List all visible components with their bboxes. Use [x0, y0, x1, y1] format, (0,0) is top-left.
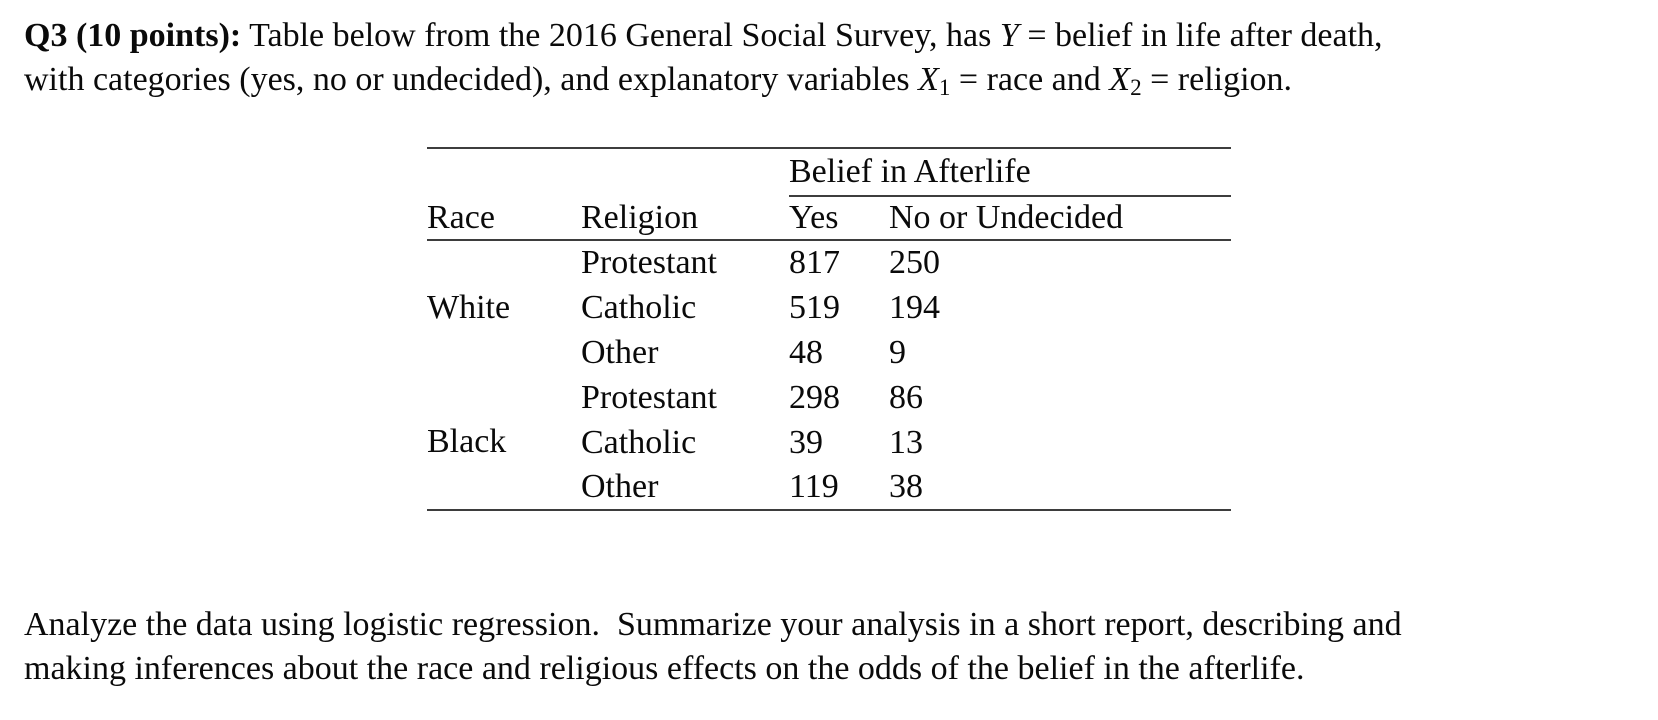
table-row: Catholic 39 13 [427, 420, 1231, 465]
cell-yes: 119 [789, 468, 839, 505]
intro-text-c: with categories (yes, no or undecided), … [24, 61, 919, 98]
cell-no-undecided: 86 [889, 378, 923, 416]
closing-paragraph: Analyze the data using logistic regressi… [24, 603, 1634, 691]
cell-yes: 48 [789, 333, 823, 371]
cell-no-undecided: 194 [889, 288, 940, 326]
cell-yes: 519 [789, 288, 840, 326]
math-var-x2: X [1109, 61, 1131, 98]
header-no-undecided: No or Undecided [889, 196, 1231, 241]
table-row: Catholic 519 194 [427, 285, 1231, 330]
belief-afterlife-table: Belief in Afterlife Race Religion Yes No… [427, 147, 1231, 511]
cell-religion: Other [581, 468, 659, 505]
header-race: Race [427, 196, 581, 241]
math-var-y: Y [999, 17, 1019, 54]
cell-yes: 39 [789, 423, 823, 461]
race-group-black: Black [427, 423, 507, 460]
spanning-header: Belief in Afterlife [789, 148, 1231, 197]
table-row: Other 119 38 [427, 465, 1231, 510]
question-label: Q3 (10 points): [24, 17, 242, 54]
intro-line-1: Q3 (10 points): Table below from the 201… [24, 14, 1634, 58]
table-row: Black Protestant 298 86 [427, 375, 1231, 461]
table-row: White Protestant 817 250 [427, 240, 1231, 326]
column-header-row: Race Religion Yes No or Undecided [427, 196, 1231, 241]
math-sub-1: 1 [938, 75, 951, 102]
table-row: Other 48 9 [427, 330, 1231, 375]
cell-religion: Protestant [581, 378, 717, 416]
cell-no-undecided: 250 [889, 244, 940, 281]
math-var-x1: X [918, 61, 939, 98]
intro-line-2: with categories (yes, no or undecided), … [24, 58, 1634, 102]
cell-no-undecided: 38 [889, 468, 923, 505]
intro-text-a: Table below from the 2016 General Social… [241, 17, 1000, 54]
intro-text-e: = religion. [1141, 61, 1293, 98]
question-intro: Q3 (10 points): Table below from the 201… [24, 14, 1634, 102]
closing-line-2: making inferences about the race and rel… [24, 650, 1305, 687]
cell-religion: Protestant [581, 244, 717, 281]
math-sub-2: 2 [1130, 75, 1142, 102]
cell-religion: Catholic [581, 423, 697, 461]
intro-text-d: = race and [950, 61, 1110, 98]
cell-religion: Other [581, 333, 659, 371]
header-yes: Yes [789, 196, 889, 241]
race-group-white: White [427, 289, 511, 326]
closing-line-1: Analyze the data using logistic regressi… [24, 606, 1402, 643]
empty-header-cell [427, 148, 789, 196]
cell-no-undecided: 13 [889, 423, 923, 461]
cell-religion: Catholic [581, 288, 697, 326]
cell-no-undecided: 9 [889, 333, 906, 371]
cell-yes: 817 [789, 244, 840, 281]
table-container: Belief in Afterlife Race Religion Yes No… [24, 147, 1634, 511]
header-religion: Religion [581, 196, 789, 241]
spanning-header-row: Belief in Afterlife [427, 148, 1231, 197]
intro-text-b: = belief in life after death, [1018, 17, 1383, 54]
cell-yes: 298 [789, 378, 840, 416]
